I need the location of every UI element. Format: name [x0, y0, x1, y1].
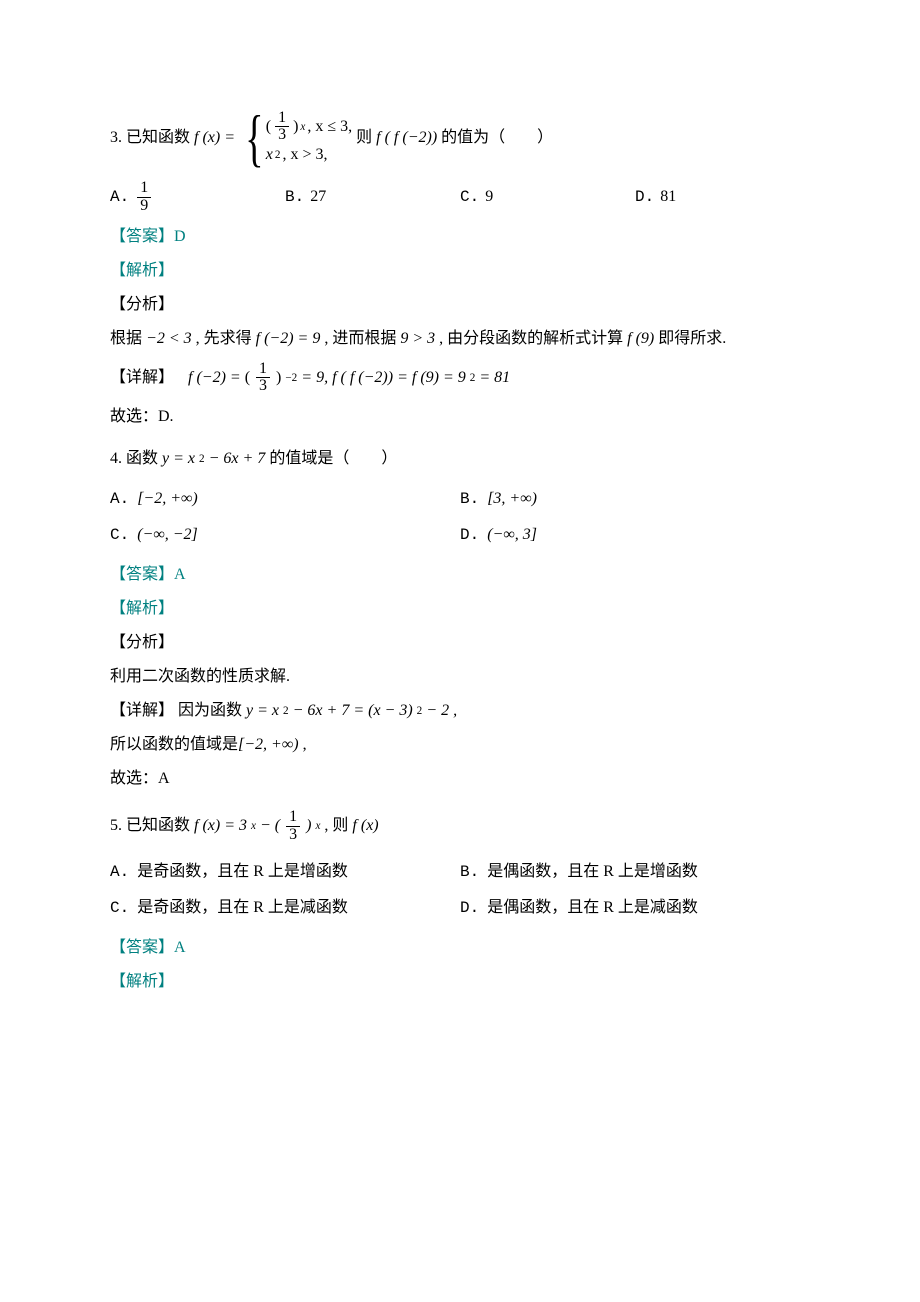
- q3-options: A. 1 9 B. 27 C. 9 D. 81: [110, 180, 810, 215]
- q3-ff: f ( f (−2)): [376, 126, 437, 150]
- q5-explain: 【解析】: [110, 970, 810, 994]
- q4-analysis-text: 利用二次函数的性质求解.: [110, 665, 810, 689]
- detail-label: 【详解】: [110, 366, 174, 390]
- q3-answer: 【答案】D: [110, 225, 810, 249]
- q3-stem-mid: 则: [356, 126, 372, 150]
- option-label: A.: [110, 185, 129, 209]
- q5-option-c: C. 是奇函数，且在 R 上是减函数: [110, 896, 460, 920]
- q4-answer-value: A: [174, 566, 186, 583]
- q4-stem: 4. 函数 y = x2 − 6x + 7 的值域是（ ）: [110, 447, 810, 471]
- option-label: B.: [285, 185, 304, 209]
- q3-pieces: ( 1 3 )x , x ≤ 3, x2 , x > 3,: [266, 110, 352, 167]
- option-label: C.: [460, 185, 479, 209]
- q5-answer: 【答案】A: [110, 936, 810, 960]
- q3-conclude: 故选：D.: [110, 405, 810, 429]
- q3-optA-frac: 1 9: [137, 180, 151, 215]
- q3-analysis-label: 【分析】: [110, 293, 810, 317]
- q3-stem-after: 的值为（ ）: [441, 126, 553, 150]
- q4-answer: 【答案】A: [110, 563, 810, 587]
- q5-answer-value: A: [174, 939, 186, 956]
- option-label: C.: [110, 896, 129, 920]
- q5-number: 5.: [110, 814, 122, 838]
- q3-optC: 9: [485, 185, 493, 209]
- q4-option-a: A. [−2, +∞): [110, 487, 460, 511]
- q5-stem: 5. 已知函数 f (x) = 3x − ( 1 3 )x , 则 f (x): [110, 809, 810, 844]
- q5-option-d: D. 是偶函数，且在 R 上是减函数: [460, 896, 810, 920]
- q4-option-b: B. [3, +∞): [460, 487, 810, 511]
- q3-piece2: x2 , x > 3,: [266, 144, 352, 166]
- q5-option-a: A. 是奇函数，且在 R 上是增函数: [110, 860, 460, 884]
- option-label: B.: [460, 487, 479, 511]
- option-label: A.: [110, 487, 129, 511]
- q3-analysis-text: 根据 −2 < 3 , 先求得 f (−2) = 9 , 进而根据 9 > 3 …: [110, 327, 810, 351]
- q4-options: A. [−2, +∞) B. [3, +∞) C. (−∞, −2] D. (−…: [110, 481, 810, 553]
- q5-options: A. 是奇函数，且在 R 上是增函数 B. 是偶函数，且在 R 上是增函数 C.…: [110, 854, 810, 926]
- q3-stem: 3. 已知函数 f (x) = { ( 1 3 )x , x ≤ 3, x2 ,…: [110, 106, 810, 170]
- option-label: B.: [460, 860, 479, 884]
- q3-option-b: B. 27: [285, 180, 460, 215]
- answer-label: 【答案】: [110, 939, 174, 956]
- q3-piece1: ( 1 3 )x , x ≤ 3,: [266, 110, 352, 145]
- left-brace-icon: {: [245, 106, 263, 170]
- q4-option-c: C. (−∞, −2]: [110, 523, 460, 547]
- option-label: A.: [110, 860, 129, 884]
- q5-frac: 1 3: [286, 809, 300, 844]
- answer-label: 【答案】: [110, 566, 174, 583]
- option-label: D.: [460, 523, 479, 547]
- q3-option-a: A. 1 9: [110, 180, 285, 215]
- q3-detail: 【详解】 f (−2) = ( 1 3 )−2 = 9, f ( f (−2))…: [110, 361, 810, 396]
- q3-option-d: D. 81: [635, 180, 810, 215]
- q4-option-d: D. (−∞, 3]: [460, 523, 810, 547]
- page: 3. 已知函数 f (x) = { ( 1 3 )x , x ≤ 3, x2 ,…: [0, 0, 920, 1302]
- q3-explain: 【解析】: [110, 259, 810, 283]
- q4-analysis-label: 【分析】: [110, 631, 810, 655]
- q3-option-c: C. 9: [460, 180, 635, 215]
- q4-explain: 【解析】: [110, 597, 810, 621]
- q4-conclude: 故选：A: [110, 767, 810, 791]
- detail-label: 【详解】: [110, 699, 174, 723]
- q3-number: 3.: [110, 126, 122, 150]
- q4-detail: 【详解】 因为函数 y = x2 − 6x + 7 = (x − 3)2 − 2…: [110, 699, 810, 723]
- q4-range-line: 所以函数的值域是[−2, +∞) ,: [110, 733, 810, 757]
- q3-piece1-frac: 1 3: [275, 110, 289, 145]
- answer-label: 【答案】: [110, 228, 174, 245]
- q3-det-frac: 1 3: [256, 361, 270, 396]
- q3-answer-value: D: [174, 228, 186, 245]
- option-label: C.: [110, 523, 129, 547]
- q3-optD: 81: [660, 185, 676, 209]
- q4-number: 4.: [110, 447, 122, 471]
- q5-option-b: B. 是偶函数，且在 R 上是增函数: [460, 860, 810, 884]
- q3-optB: 27: [310, 185, 326, 209]
- q3-piecewise: { ( 1 3 )x , x ≤ 3, x2 , x > 3,: [239, 106, 352, 170]
- option-label: D.: [635, 185, 654, 209]
- q3-stem-before: 已知函数: [126, 126, 190, 150]
- q3-fx: f (x) =: [194, 126, 235, 150]
- option-label: D.: [460, 896, 479, 920]
